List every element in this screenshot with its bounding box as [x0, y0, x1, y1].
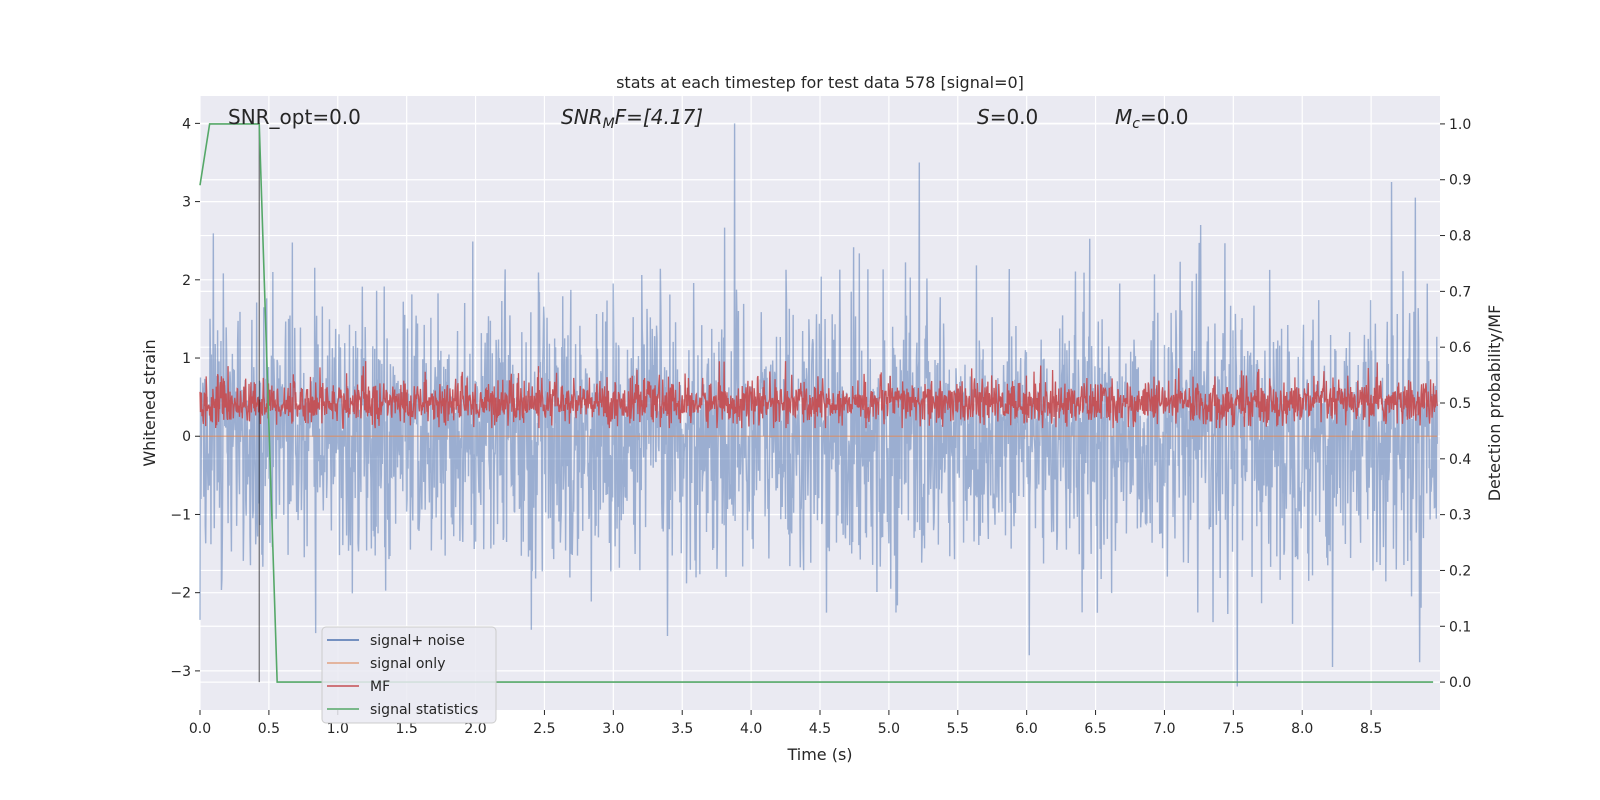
y-tick-label: −2: [170, 586, 191, 602]
x-tick-label: 0.5: [258, 721, 280, 737]
legend-label-mf: MF: [370, 679, 390, 695]
x-tick-label: 3.5: [671, 721, 693, 737]
x-tick-label: 6.5: [1084, 721, 1106, 737]
series-signal-noise-line: [199, 123, 1438, 687]
x-tick-label: 2.0: [464, 721, 486, 737]
y2-tick-label: 0.8: [1449, 229, 1471, 245]
x-tick-label: 1.5: [396, 721, 418, 737]
legend-label-signal-noise: signal+ noise: [370, 633, 465, 649]
x-axis-label: Time (s): [786, 745, 852, 764]
annotation-s-label: S: [977, 105, 990, 129]
y-tick-label: 0: [182, 429, 191, 445]
series-signal-statistics-line: [199, 123, 1434, 683]
y-tick-label: −3: [170, 664, 191, 680]
annotation-mc-value: =0.0: [1140, 105, 1189, 129]
x-tick-label: 1.0: [327, 721, 349, 737]
annotation-snr-mf: SNRMF=[4.17]: [561, 105, 703, 132]
y-tick-label: 2: [182, 273, 191, 289]
x-tick-label: 7.0: [1153, 721, 1175, 737]
x-tick-label: 0.0: [189, 721, 211, 737]
plot-series: [199, 123, 1438, 687]
x-tick-label: 4.0: [740, 721, 762, 737]
y2-tick-label: 0.6: [1449, 340, 1471, 356]
y2-tick-label: 0.9: [1449, 173, 1471, 189]
annotation-snr-mf-sub: M: [603, 116, 615, 132]
annotation-snr-mf-prefix: SNR: [561, 105, 603, 129]
y2-tick-label: 0.7: [1449, 284, 1471, 300]
x-tick-label: 8.5: [1360, 721, 1382, 737]
annotation-snr-opt: SNR_opt=0.0: [228, 105, 361, 129]
y-axis-label: Whitened strain: [140, 339, 159, 466]
x-axis-ticks: 0.0 0.5 1.0 1.5 2.0 2.5 3.0 3.5 4.0 4.5 5.0 5.5 6.0 6…: [189, 710, 1382, 737]
annotation-mc: Mc=0.0: [1115, 105, 1189, 132]
x-tick-label: 7.5: [1222, 721, 1244, 737]
y2-axis-ticks: 0.0 0.1 0.2 0.3 0.4 0.5 0.6 0.7 0.8 0.9 1.0: [1440, 117, 1471, 691]
y-axis-ticks: −3 −2 −1 0 1 2 3 4: [170, 116, 200, 680]
y-tick-label: 4: [182, 116, 191, 132]
annotation-mc-sub: c: [1132, 116, 1140, 132]
x-tick-label: 3.0: [602, 721, 624, 737]
annotation-s-value: =0.0: [990, 105, 1039, 129]
annotation-s: S=0.0: [977, 105, 1038, 129]
legend-box: [321, 626, 497, 724]
x-tick-label: 5.0: [878, 721, 900, 737]
y2-tick-label: 0.3: [1449, 508, 1471, 524]
x-tick-label: 8.0: [1291, 721, 1313, 737]
y2-axis-label: Detection probability/MF: [1485, 305, 1504, 502]
y2-tick-label: 0.5: [1449, 396, 1471, 412]
y-tick-label: 3: [182, 195, 191, 211]
y2-tick-label: 0.4: [1449, 452, 1471, 468]
legend-label-signal-only: signal only: [370, 656, 445, 672]
x-tick-label: 6.0: [1016, 721, 1038, 737]
series-mf-line: [199, 361, 1438, 429]
y-tick-label: −1: [170, 507, 191, 523]
annotation-snr-mf-rest: F=[4.17]: [615, 105, 703, 129]
y2-tick-label: 1.0: [1449, 117, 1471, 133]
x-tick-label: 5.5: [947, 721, 969, 737]
y2-tick-label: 0.1: [1449, 619, 1471, 635]
y2-tick-label: 0.2: [1449, 563, 1471, 579]
x-tick-label: 4.5: [809, 721, 831, 737]
legend: signal+ noise signal only MF signal stat…: [321, 626, 497, 724]
x-tick-label: 2.5: [533, 721, 555, 737]
chart-title: stats at each timestep for test data 578…: [616, 73, 1024, 92]
legend-label-signal-statistics: signal statistics: [370, 702, 478, 718]
y2-tick-label: 0.0: [1449, 675, 1471, 691]
annotation-mc-label: M: [1115, 105, 1132, 129]
y-tick-label: 1: [182, 351, 191, 367]
